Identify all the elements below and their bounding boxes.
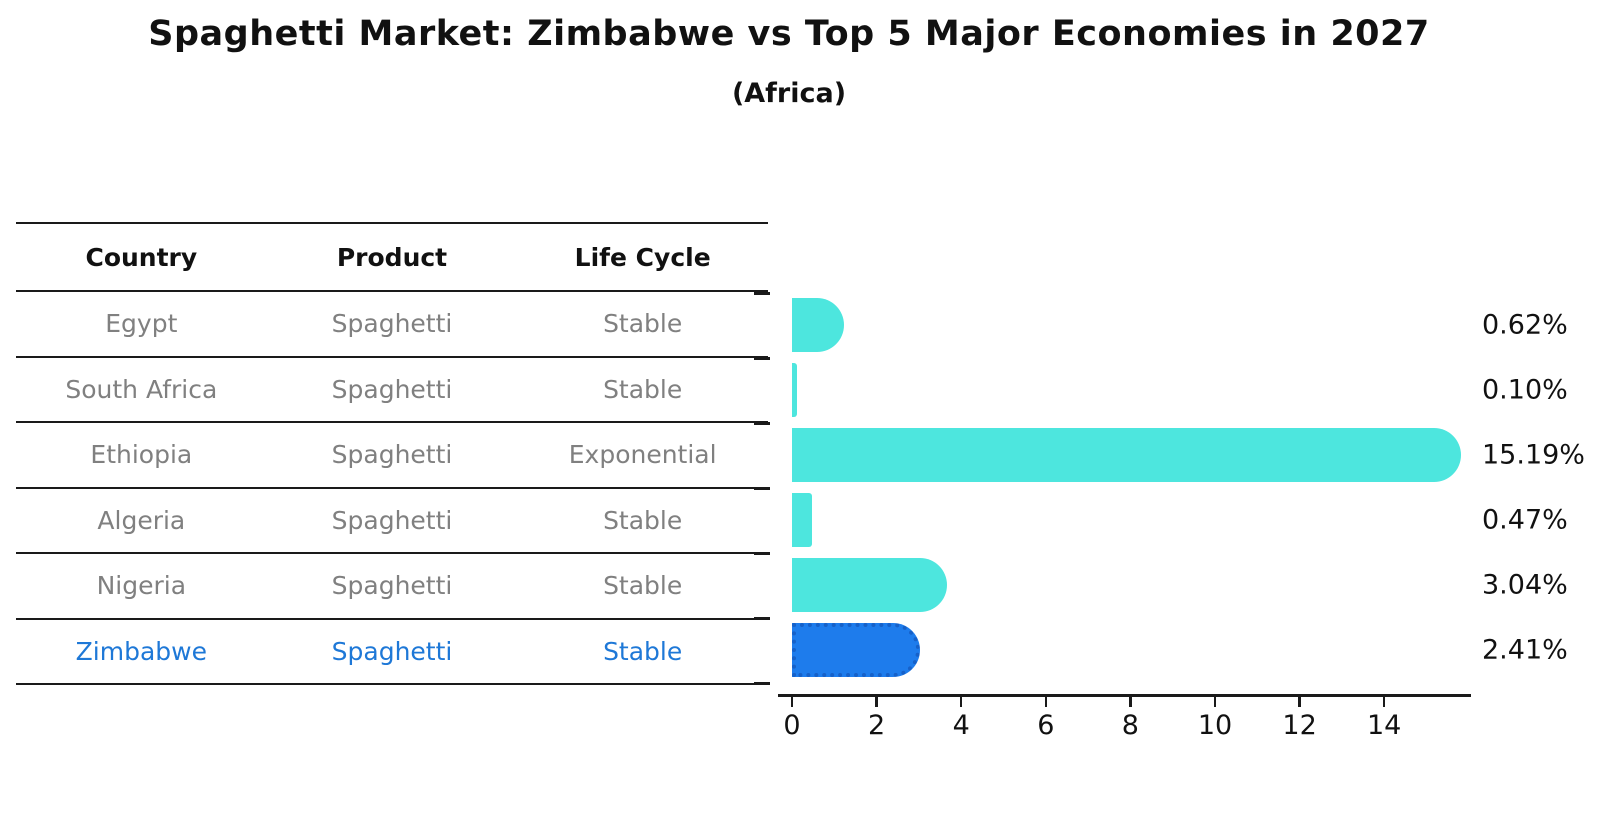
table-row-ethiopia: Ethiopia Spaghetti Exponential	[16, 421, 768, 487]
cell-product: Spaghetti	[331, 571, 453, 601]
x-axis-tick	[1129, 697, 1132, 707]
table-rows: Egypt Spaghetti Stable South Africa Spaghett…	[16, 290, 768, 683]
cell-life-cycle: Stable	[603, 309, 683, 339]
cell-country: Ethiopia	[90, 440, 193, 470]
cell-life-cycle: Stable	[603, 636, 683, 666]
cell-life-cycle: Exponential	[568, 440, 717, 470]
x-axis-tick-label: 14	[1367, 710, 1402, 741]
y-axis-tick	[754, 552, 770, 555]
y-axis-tick	[754, 357, 770, 360]
table-header-row: Country Product Life Cycle	[16, 222, 768, 290]
cell-country: Zimbabwe	[75, 636, 207, 666]
y-axis-tick	[754, 682, 770, 685]
cell-product: Spaghetti	[331, 440, 453, 470]
x-axis-tick-label: 8	[1121, 710, 1139, 741]
cell-product: Spaghetti	[331, 374, 453, 404]
x-axis-tick-label: 4	[952, 710, 970, 741]
x-axis-tick-label: 10	[1197, 710, 1233, 741]
chart-subtitle: (Africa)	[731, 78, 847, 109]
x-axis-tick	[875, 697, 878, 707]
cell-life-cycle: Stable	[603, 374, 683, 404]
table-row-egypt: Egypt Spaghetti Stable	[16, 290, 768, 356]
bar-nigeria	[792, 558, 947, 612]
bar-south-africa	[792, 363, 797, 417]
x-axis-tick-label: 2	[868, 710, 886, 741]
x-axis-tick-label: 6	[1037, 710, 1055, 741]
value-label-algeria: 0.47%	[1482, 504, 1568, 536]
x-axis-tick-label: 0	[783, 710, 801, 741]
value-label-south-africa: 0.10%	[1482, 374, 1568, 406]
value-label-nigeria: 3.04%	[1482, 569, 1568, 601]
value-label-ethiopia: 15.19%	[1482, 439, 1585, 471]
x-axis-tick	[1382, 697, 1386, 707]
x-axis-tick-label: 12	[1282, 710, 1317, 741]
y-axis-tick	[754, 422, 770, 425]
bar-algeria	[792, 493, 812, 547]
table-row-zimbabwe: Zimbabwe Spaghetti Stable	[16, 617, 768, 684]
x-axis-line	[778, 694, 1471, 697]
x-axis-tick	[1213, 697, 1217, 707]
cell-life-cycle: Stable	[603, 505, 683, 535]
chart-title: Spaghetti Market: Zimbabwe vs Top 5 Majo…	[148, 14, 1430, 54]
table-header-life-cycle: Life Cycle	[574, 242, 711, 272]
bar-zimbabwe	[792, 623, 920, 677]
table-row-nigeria: Nigeria Spaghetti Stable	[16, 552, 768, 618]
country-table: Country Product Life Cycle Egypt Spaghett…	[16, 222, 768, 685]
value-label-zimbabwe: 2.41%	[1482, 634, 1568, 666]
table-header-country: Country	[85, 242, 198, 272]
cell-country: Egypt	[105, 309, 178, 339]
x-axis-tick	[1044, 697, 1048, 707]
bar-egypt	[792, 298, 845, 352]
cell-country: Algeria	[97, 505, 186, 535]
y-axis-tick	[754, 292, 770, 295]
x-axis-tick	[1298, 697, 1301, 707]
table-row-algeria: Algeria Spaghetti Stable	[16, 486, 768, 553]
cell-country: South Africa	[65, 374, 218, 404]
x-axis-tick	[790, 697, 794, 707]
table-header-product: Product	[336, 242, 448, 272]
y-axis-tick	[754, 617, 770, 620]
cell-product: Spaghetti	[331, 505, 453, 535]
y-axis-tick	[754, 487, 770, 490]
x-axis-tick	[959, 697, 963, 707]
table-row-south-africa: South Africa Spaghetti Stable	[16, 355, 768, 422]
bar-ethiopia	[792, 428, 1461, 482]
cell-product: Spaghetti	[331, 309, 453, 339]
value-label-egypt: 0.62%	[1482, 309, 1568, 341]
cell-life-cycle: Stable	[603, 571, 683, 601]
cell-country: Nigeria	[96, 571, 187, 601]
cell-product: Spaghetti	[331, 636, 453, 666]
